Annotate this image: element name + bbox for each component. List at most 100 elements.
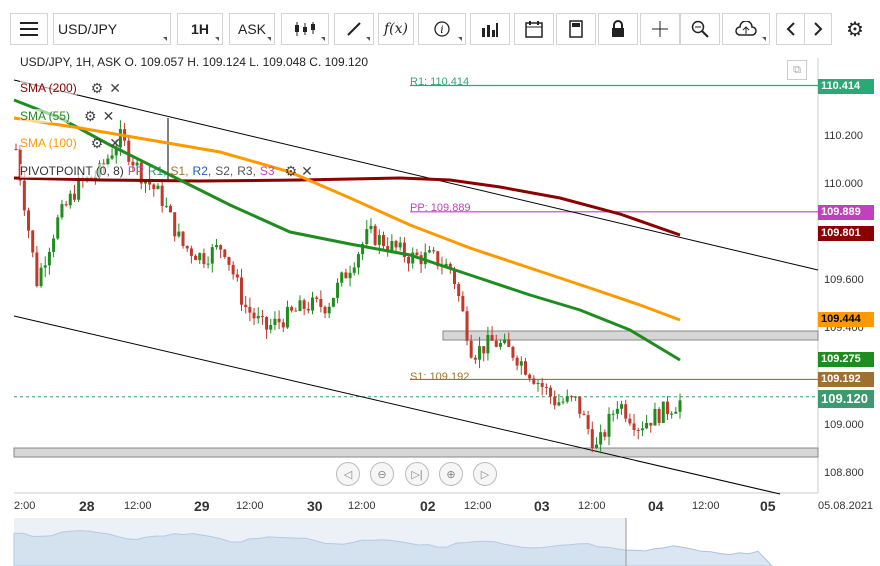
candle-body bbox=[194, 255, 198, 261]
time-axis-label: 28 bbox=[79, 498, 95, 514]
gear-icon[interactable]: ⚙ bbox=[84, 108, 97, 124]
indicator-sma-100[interactable]: SMA (100) ⚙ ✕ bbox=[20, 136, 121, 150]
candle-body bbox=[56, 217, 60, 239]
indicator-sma-200[interactable]: SMA (200) ⚙ ✕ bbox=[20, 81, 121, 95]
candle-body bbox=[306, 308, 310, 311]
candle-body bbox=[285, 306, 289, 328]
candle-body bbox=[611, 413, 615, 415]
calendar-button[interactable] bbox=[514, 13, 554, 45]
nav-next-button[interactable]: ▷ bbox=[473, 462, 497, 486]
candle-body bbox=[511, 346, 515, 358]
time-axis-label: 29 bbox=[194, 498, 210, 514]
svg-text:i: i bbox=[440, 25, 443, 36]
candle-body bbox=[582, 413, 586, 416]
info-button[interactable]: i bbox=[418, 13, 466, 45]
y-tick-label: 109.000 bbox=[824, 418, 864, 431]
nav-reset-button[interactable]: ▷| bbox=[405, 462, 429, 486]
candle-body bbox=[553, 396, 557, 406]
close-icon[interactable]: ✕ bbox=[301, 163, 313, 179]
indicator-pivotpoint[interactable]: PIVOTPOINT (0, 8) PP R1, S1, R2, S2, R3,… bbox=[20, 164, 313, 178]
function-button[interactable]: f(x) bbox=[378, 13, 414, 45]
upload-button[interactable] bbox=[722, 13, 770, 45]
candle-body bbox=[219, 245, 223, 250]
candle-body bbox=[173, 212, 177, 237]
candle-body bbox=[348, 272, 352, 279]
close-icon[interactable]: ✕ bbox=[109, 80, 121, 96]
prev-button[interactable] bbox=[776, 13, 804, 45]
candle-body bbox=[599, 432, 603, 445]
candle-body bbox=[469, 340, 473, 358]
nav-zoom-out-button[interactable]: ⊖ bbox=[370, 462, 394, 486]
gear-icon[interactable]: ⚙ bbox=[90, 80, 104, 96]
candle-body bbox=[574, 396, 578, 398]
close-icon[interactable]: ✕ bbox=[109, 135, 121, 151]
volume-button[interactable] bbox=[470, 13, 510, 45]
candle-body bbox=[206, 263, 210, 265]
candle-body bbox=[411, 252, 415, 264]
candle-body bbox=[649, 422, 653, 426]
candle-body bbox=[402, 242, 406, 258]
close-icon[interactable]: ✕ bbox=[102, 108, 115, 124]
time-axis-label: 05 bbox=[760, 498, 776, 514]
price-tag: 109.444 bbox=[818, 311, 874, 327]
time-axis-label: 30 bbox=[307, 498, 323, 514]
nav-zoom-in-button[interactable]: ⊕ bbox=[439, 462, 463, 486]
chart-type-button[interactable] bbox=[281, 13, 329, 45]
maximize-button[interactable]: ⧉ bbox=[787, 60, 807, 80]
zoom-out-icon: ⊖ bbox=[377, 468, 387, 481]
candle-body bbox=[210, 247, 214, 264]
indicator-sma-55[interactable]: SMA (55) ⚙ ✕ bbox=[20, 109, 114, 123]
gear-icon[interactable]: ⚙ bbox=[90, 135, 104, 151]
candle-body bbox=[60, 204, 64, 218]
draw-pen-icon bbox=[347, 22, 361, 36]
candle-body bbox=[327, 306, 331, 314]
candle-body bbox=[452, 269, 456, 285]
volume-bars-icon bbox=[482, 23, 498, 37]
candle-body bbox=[628, 418, 632, 424]
crosshair-button[interactable] bbox=[640, 13, 680, 45]
settings-button[interactable]: ⚙ bbox=[840, 13, 870, 45]
menu-button[interactable] bbox=[10, 13, 48, 45]
candle-body bbox=[43, 265, 47, 268]
price-type-select[interactable]: ASK bbox=[229, 13, 275, 45]
gear-icon[interactable]: ⚙ bbox=[284, 163, 298, 179]
pp-level-label: PP: 109.889 bbox=[410, 202, 471, 214]
candle-body bbox=[578, 396, 582, 414]
candle-body bbox=[135, 162, 139, 166]
candle-body bbox=[423, 252, 427, 265]
next-button[interactable] bbox=[804, 13, 832, 45]
candle-body bbox=[77, 177, 81, 200]
candle-body bbox=[569, 396, 573, 398]
nav-prev-button[interactable]: ◁ bbox=[336, 462, 360, 486]
price-tag: 109.120 bbox=[818, 389, 874, 408]
candle-body bbox=[490, 335, 494, 341]
candle-body bbox=[373, 225, 377, 245]
prev-icon: ◁ bbox=[343, 468, 353, 481]
candle-body bbox=[536, 382, 540, 384]
interval-select[interactable]: 1H bbox=[177, 13, 223, 45]
info-icon: i bbox=[434, 21, 450, 37]
candle-body bbox=[432, 250, 436, 252]
indicator-label: SMA (200) bbox=[20, 81, 77, 95]
candle-body bbox=[181, 231, 185, 246]
y-tick-label: 110.000 bbox=[824, 178, 863, 191]
candle-body bbox=[415, 252, 419, 256]
candle-body bbox=[265, 316, 269, 330]
candle-body bbox=[665, 401, 669, 415]
candle-body bbox=[674, 411, 678, 414]
candle-body bbox=[532, 378, 536, 384]
candle-body bbox=[315, 297, 319, 299]
draw-button[interactable] bbox=[334, 13, 374, 45]
symbol-select[interactable]: USD/JPY bbox=[53, 13, 171, 45]
zoom-button[interactable] bbox=[680, 13, 720, 45]
candle-body bbox=[381, 235, 385, 247]
candle-body bbox=[68, 193, 72, 206]
lock-button[interactable] bbox=[598, 13, 638, 45]
candle-body bbox=[486, 335, 490, 354]
calculator-button[interactable] bbox=[556, 13, 596, 45]
resistance-zone bbox=[442, 330, 819, 341]
candle-body bbox=[27, 210, 31, 231]
time-axis-label: 04 bbox=[648, 498, 664, 514]
